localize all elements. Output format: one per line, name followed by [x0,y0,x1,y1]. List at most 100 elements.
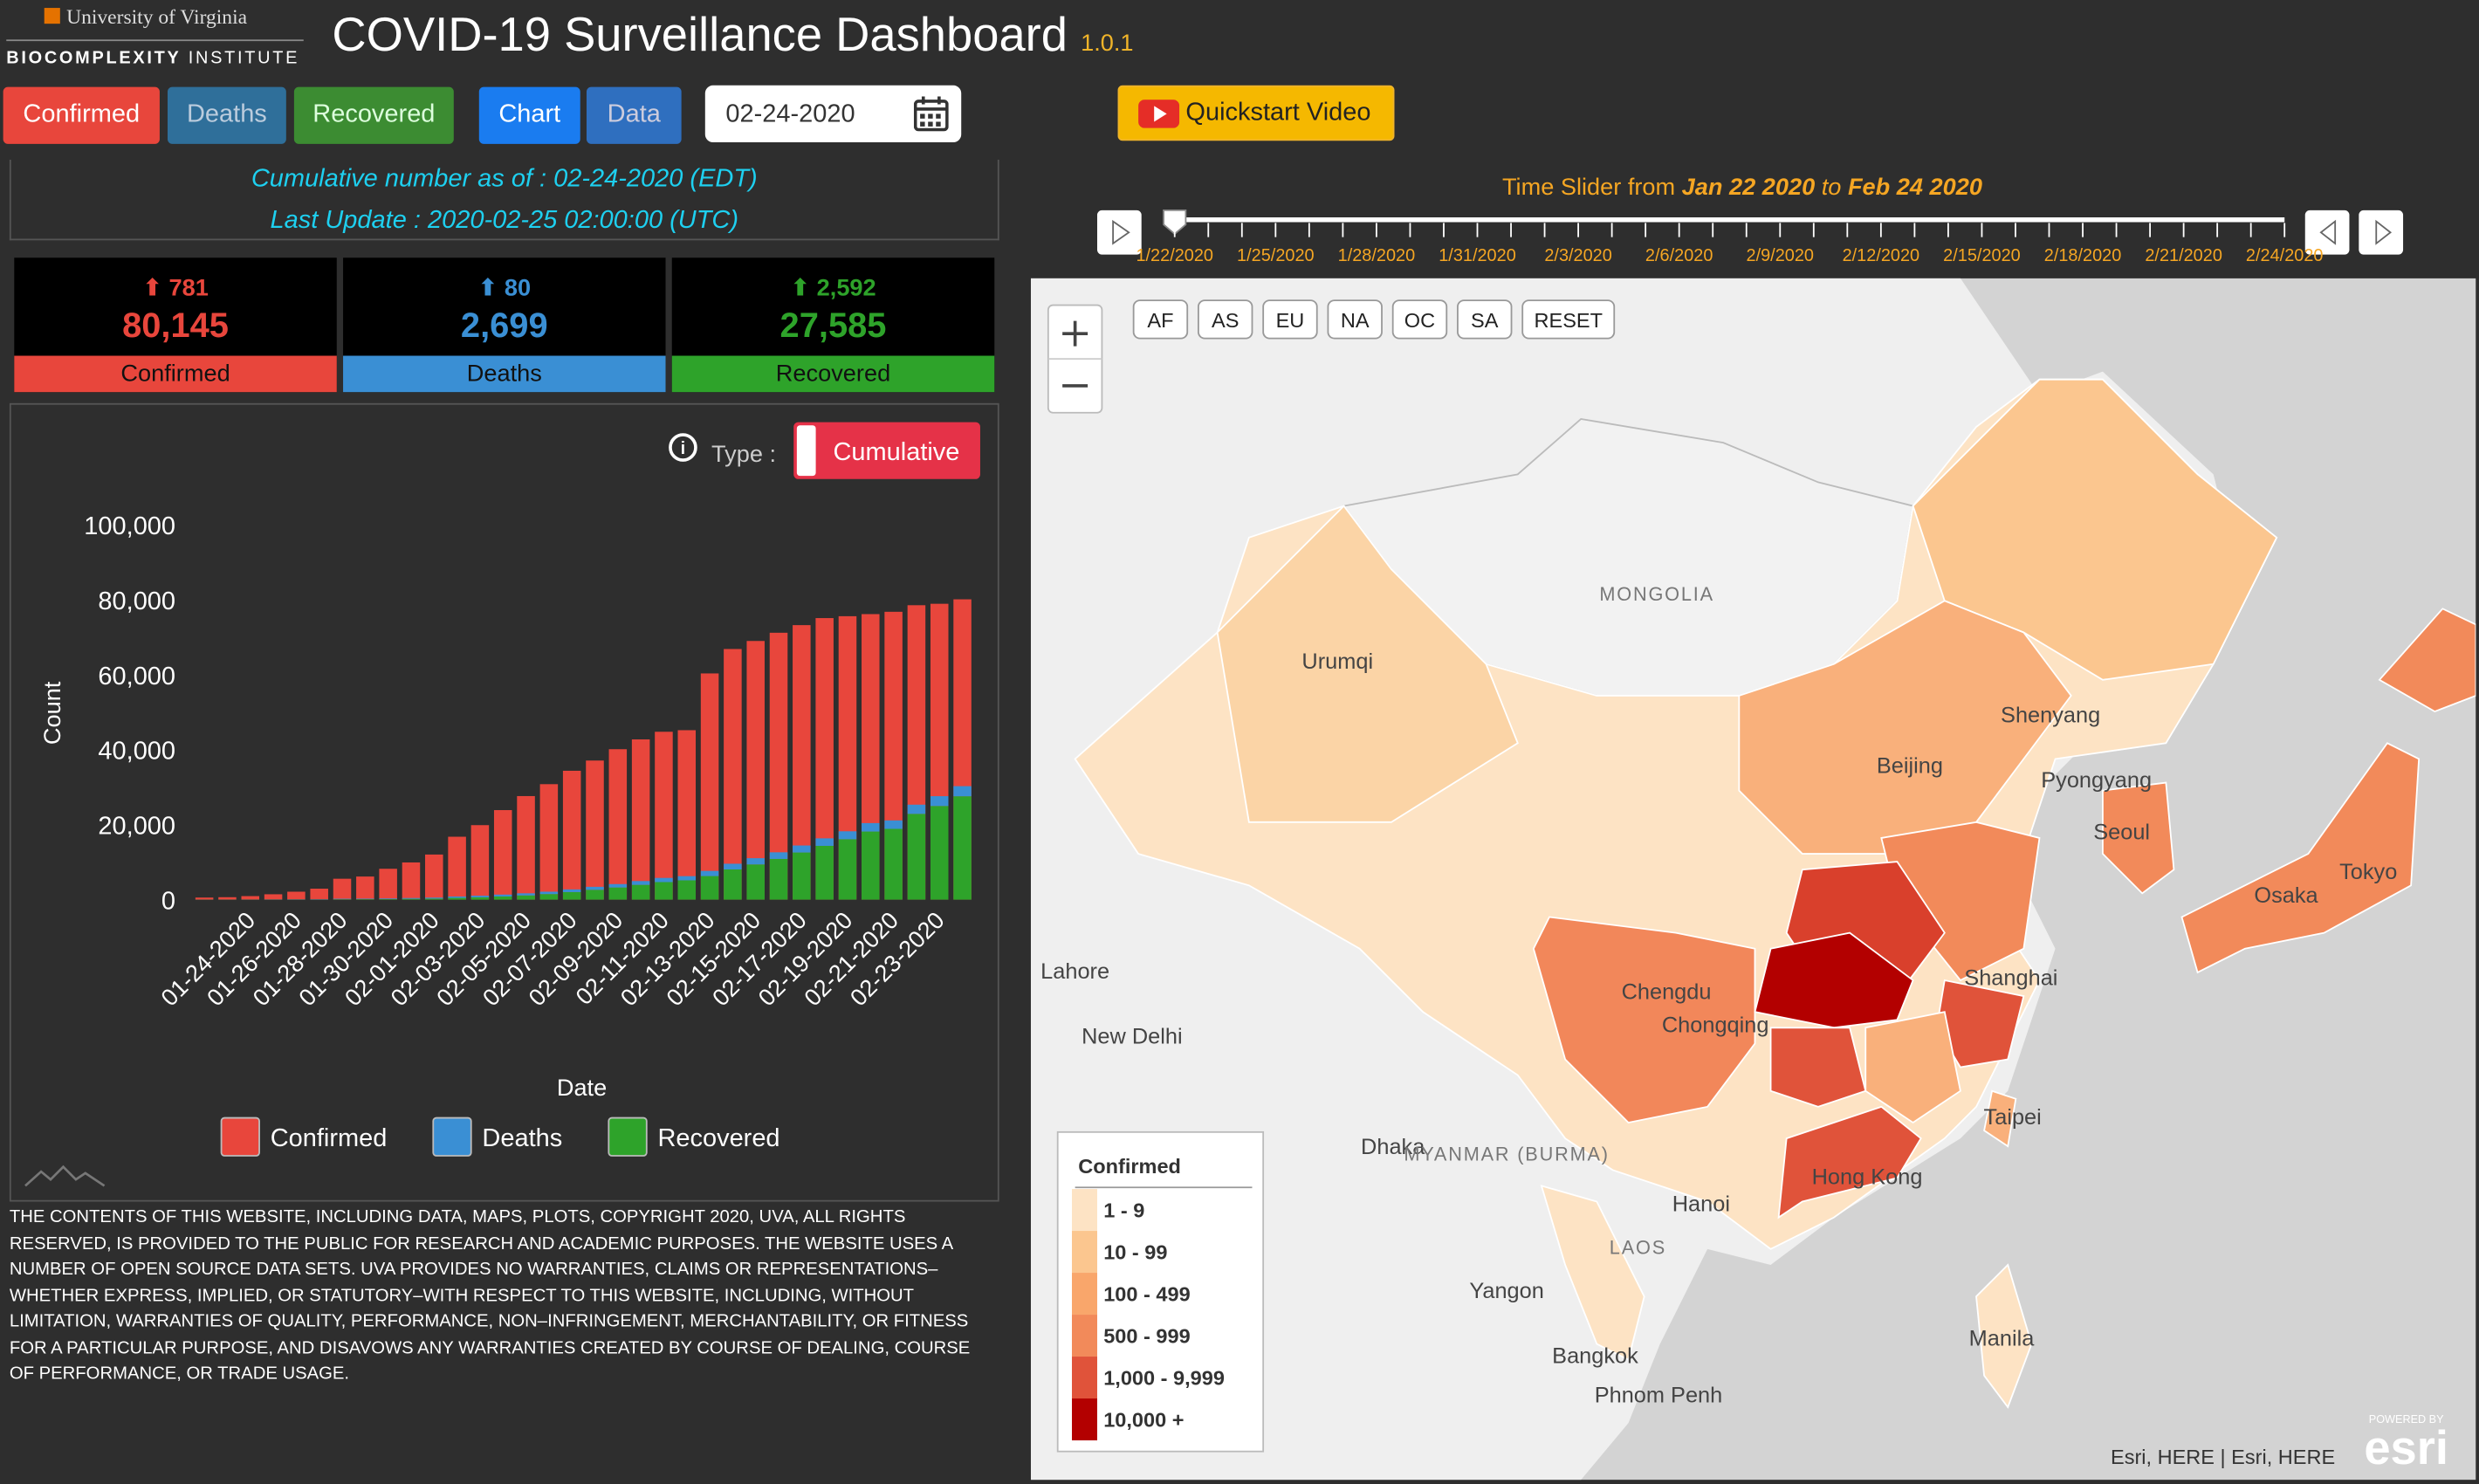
bar-deaths [907,804,926,814]
region-button-label[interactable]: OC [1404,309,1435,332]
slider-tick-label: 1/22/2020 [1136,246,1213,265]
type-label: Type : [711,440,776,467]
map-label: Urumqi [1301,649,1373,674]
region-button[interactable] [1262,299,1318,340]
tab-confirmed[interactable]: Confirmed [3,86,160,144]
bar-deaths [677,876,697,881]
legend-label[interactable]: Recovered [657,1124,779,1152]
play-button[interactable] [1096,210,1142,255]
bar-deaths [493,894,512,897]
map-legend-label: 10 - 99 [1103,1241,1167,1264]
slider-joiner: to [1822,173,1842,200]
x-axis-title: Date [557,1074,607,1101]
prev-button[interactable] [2304,210,2350,255]
region-button-label[interactable]: SA [1471,309,1499,332]
video-button[interactable]: Quickstart Video [1117,85,1395,141]
taiwan [1983,1089,2017,1148]
map-label: Hong Kong [1812,1165,1923,1190]
region-button-label[interactable]: NA [1341,309,1370,332]
tab-recovered[interactable]: Recovered [293,86,454,144]
map-legend-swatch [1072,1398,1097,1441]
bar-recovered [655,882,673,900]
bar-confirmed [241,896,260,900]
bar-deaths [517,893,535,896]
stat-total: 80,145 [122,305,229,345]
summary-line: Cumulative number as of : 02-24-2020 (ED… [251,166,758,193]
map-label: Shenyang [2001,704,2100,728]
bar-recovered [884,828,903,900]
bar-confirmed [746,641,765,900]
bar-confirmed [838,615,857,900]
view-data[interactable]: Data [586,86,682,144]
bar-confirmed [562,770,581,900]
region-button[interactable] [1327,299,1383,340]
stat-label: Recovered [671,355,995,393]
map-label: Seoul [2093,821,2150,845]
bar-recovered [586,890,604,900]
info-icon[interactable] [669,433,697,462]
bar-recovered [539,894,559,900]
bar-recovered [517,895,535,900]
legend-swatch[interactable] [432,1116,472,1157]
bar-confirmed [517,795,535,900]
province-guangdong [1777,1105,1922,1219]
bar-deaths [655,877,673,883]
next-button[interactable] [2359,210,2404,255]
bar-confirmed [264,894,283,900]
bar-deaths [448,897,466,898]
bar-deaths [356,898,374,900]
bar-recovered [815,845,834,900]
disclaimer: THE CONTENTS OF THIS WEBSITE, INCLUDING … [9,1207,971,1384]
type-value: Cumulative [834,438,960,466]
slider-thumb[interactable] [1163,209,1187,236]
type-button[interactable] [793,422,980,479]
y-tick-label: 60,000 [98,663,175,690]
stat-total: 2,699 [460,305,548,345]
tab-deaths[interactable]: Deaths [167,86,286,144]
stat-delta: ⬆ 781 [142,275,209,302]
bar-confirmed [379,869,397,900]
bar-recovered [724,869,742,900]
slider-tick-label: 2/18/2020 [2044,246,2122,265]
slider-end: Feb 24 2020 [1848,173,1982,200]
legend-swatch[interactable] [608,1116,648,1157]
region-button[interactable] [1391,299,1448,340]
bar-recovered [608,887,628,900]
region-button-label[interactable]: RESET [1535,309,1603,332]
page-title: COVID-19 Surveillance Dashboard 1.0.1 [332,10,1133,64]
legend-swatch[interactable] [220,1116,260,1157]
region-button[interactable] [1521,299,1616,340]
delta-value: 2,592 [816,275,876,302]
region-button-label[interactable]: EU [1276,309,1305,332]
bar-recovered [402,898,421,900]
date-input[interactable]: 02-24-2020 [704,85,962,143]
org-name: University of Virginia [44,4,298,30]
bar-confirmed [677,730,697,900]
delta-value: 80 [504,275,532,302]
region-button[interactable] [1457,299,1513,340]
bar-deaths [815,838,834,846]
bar-deaths [470,896,490,897]
legend-label[interactable]: Confirmed [271,1124,388,1152]
map-legend-swatch [1072,1357,1097,1399]
map-legend-label: 500 - 999 [1103,1325,1190,1348]
map-label: Beijing [1877,754,1943,779]
bar-deaths [862,822,880,832]
view-chart[interactable]: Chart [478,86,580,144]
map-label: Hanoi [1672,1192,1730,1216]
bar-recovered [838,839,857,900]
calendar-icon[interactable] [913,96,949,132]
org-text: University of Virginia [66,4,248,29]
zoom-in[interactable] [1062,320,1088,347]
region-button-label[interactable]: AS [1212,309,1239,332]
stat-label: Deaths [343,355,666,393]
region-button[interactable] [1132,299,1189,340]
region-button[interactable] [1197,299,1253,340]
legend-label[interactable]: Deaths [482,1124,562,1152]
region-button-label[interactable]: AF [1147,309,1173,332]
bar-deaths [562,889,581,892]
map-label: Chengdu [1622,980,1712,1005]
map-label: Phnom Penh [1595,1384,1723,1408]
